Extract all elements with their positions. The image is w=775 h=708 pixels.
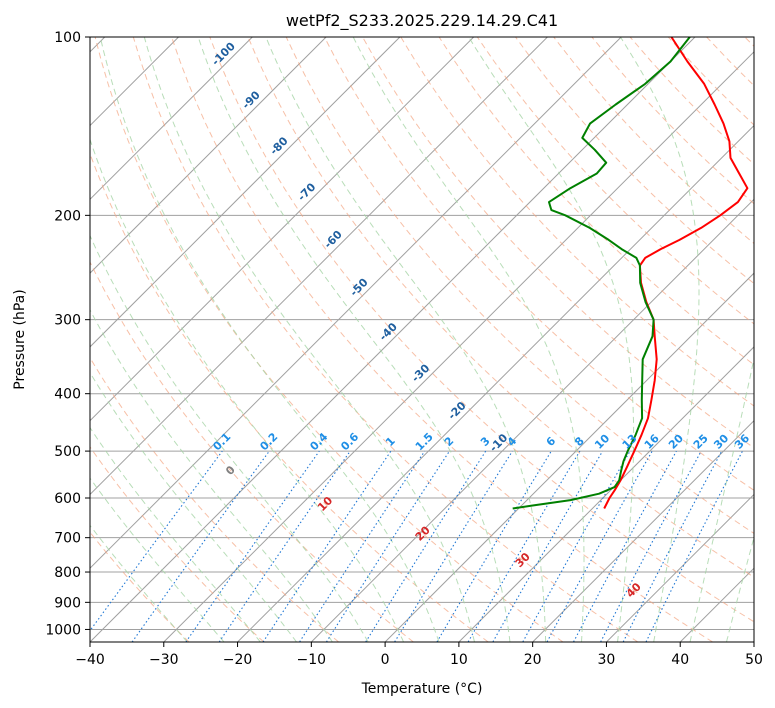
isotherm-line	[606, 493, 754, 642]
dry-adiabat-line	[90, 260, 414, 642]
moist-adiabat-line	[90, 234, 369, 642]
mixing-ratio-line	[645, 450, 743, 642]
isotherm-line	[90, 37, 253, 201]
chart-title: wetPf2_S233.2025.229.14.29.C41	[286, 11, 558, 31]
dry-adiabat-line	[132, 37, 639, 642]
dry-adiabat-line	[171, 37, 713, 642]
dry-adiabat-line	[94, 37, 564, 642]
moist-adiabat-line	[99, 37, 440, 642]
dry-adiabat-line	[515, 37, 754, 285]
mixing-ratio-line	[90, 450, 223, 632]
y-axis-title: Pressure (hPa)	[12, 289, 28, 389]
x-tick-label: 0	[381, 652, 390, 668]
dry-adiabat-line	[476, 37, 754, 325]
mixing-ratio-line	[131, 450, 270, 642]
isotherm-line	[532, 419, 754, 642]
isotherm-line	[90, 37, 696, 642]
x-tick-label: 10	[450, 652, 468, 668]
x-axis-title: Temperature (°C)	[361, 681, 483, 697]
dry-adiabat-line	[323, 37, 754, 491]
dry-adiabat-lines	[90, 37, 754, 642]
isotherm-lines	[90, 37, 754, 642]
dry-adiabat-line	[90, 356, 339, 642]
moist-adiabat-line	[90, 371, 297, 642]
plot-area	[90, 37, 754, 642]
dry-adiabat-line	[247, 37, 754, 578]
x-tick-label: 50	[745, 652, 763, 668]
moist-adiabat-line	[90, 426, 261, 642]
mixing-ratio-line	[394, 450, 513, 642]
mixing-ratio-line	[299, 450, 426, 642]
y-tick-label: 100	[54, 30, 81, 46]
x-tick-label: −30	[149, 652, 179, 668]
y-tick-label: 300	[54, 313, 81, 329]
moist-adiabat-line	[90, 524, 188, 642]
y-tick-label: 1000	[45, 622, 81, 638]
mixing-ratio-line	[522, 450, 631, 642]
moist-adiabat-line	[352, 37, 585, 642]
profile-lines	[512, 37, 749, 510]
x-tick-label: −10	[297, 652, 327, 668]
x-axis: −40 −30 −20 −10 0 10 20 30 40 50	[75, 642, 763, 668]
moist-adiabat-line	[90, 308, 333, 642]
isotherm-line	[90, 37, 622, 569]
mixing-ratio-line	[546, 450, 653, 642]
plot-content: -100-90-80-70-60-50-40-30-20-10010203040…	[90, 37, 754, 642]
y-tick-label: 400	[54, 387, 81, 403]
moist-adiabat-line	[689, 356, 754, 642]
moist-adiabat-line	[90, 137, 405, 642]
y-tick-label: 800	[54, 565, 81, 581]
moist-adiabat-line	[620, 37, 700, 642]
isotherm-line	[458, 346, 754, 642]
moist-adiabat-line	[197, 37, 511, 642]
x-tick-label: −20	[223, 652, 253, 668]
dry-adiabat-line	[209, 37, 754, 623]
mixing-ratio-line	[218, 450, 351, 642]
isotherm-line	[163, 51, 754, 642]
isotherm-line	[90, 37, 548, 496]
isotherm-line	[237, 124, 754, 642]
moist-adiabat-lines	[90, 37, 754, 642]
isotherm-line	[90, 37, 327, 274]
mixing-ratio-line	[325, 450, 450, 642]
dewpoint-line	[512, 37, 691, 510]
isotherm-line	[384, 272, 754, 642]
mixing-ratio-line	[573, 450, 677, 642]
dry-adiabat-line	[285, 37, 754, 535]
x-tick-label: 20	[524, 652, 542, 668]
y-tick-label: 500	[54, 444, 81, 460]
x-tick-label: 40	[671, 652, 689, 668]
y-axis: 100 200 300 400 500 600 700 800 900 1000	[45, 30, 90, 638]
y-tick-label: 900	[54, 595, 81, 611]
mixing-ratio-line	[185, 450, 320, 642]
y-tick-label: 700	[54, 531, 81, 547]
moist-adiabat-line	[90, 477, 225, 642]
plot-frame	[89, 36, 755, 643]
dry-adiabat-line	[90, 446, 265, 642]
dry-adiabat-line	[438, 37, 754, 366]
moist-adiabat-line	[726, 535, 754, 642]
mixing-ratio-lines	[90, 450, 743, 642]
y-tick-label: 600	[54, 491, 81, 507]
isotherm-line	[90, 37, 401, 348]
isotherm-line	[90, 37, 475, 422]
moist-adiabat-line	[143, 37, 475, 642]
x-tick-label: −40	[75, 652, 105, 668]
x-tick-label: 30	[598, 652, 616, 668]
mixing-ratio-line	[262, 450, 392, 642]
moist-adiabat-line	[265, 37, 547, 642]
y-tick-label: 200	[54, 208, 81, 224]
